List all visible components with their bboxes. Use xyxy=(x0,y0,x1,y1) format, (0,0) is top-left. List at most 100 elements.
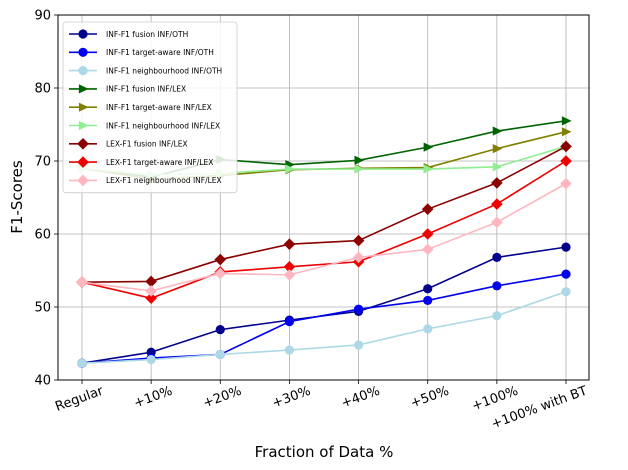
series-2 xyxy=(77,287,571,368)
data-point xyxy=(77,138,89,150)
data-point xyxy=(421,228,434,240)
series-layer xyxy=(76,116,572,368)
legend-label: LEX-F1 target-aware INF/LEX xyxy=(106,158,213,167)
x-tick-label: Regular xyxy=(53,383,106,414)
x-tick-label: +20% xyxy=(201,384,244,412)
legend-entry: LEX-F1 fusion INF/LEX xyxy=(69,138,188,150)
legend-entry: INF-F1 fusion INF/LEX xyxy=(69,84,186,94)
data-point xyxy=(78,29,88,39)
data-point xyxy=(560,155,572,167)
y-tick-label: 50 xyxy=(34,301,51,316)
y-tick-label: 70 xyxy=(34,155,51,170)
series-line xyxy=(81,182,567,292)
legend-entry: INF-F1 neighbourhood INF/LEX xyxy=(69,120,220,131)
plot-frame xyxy=(57,14,590,381)
data-point xyxy=(561,269,571,279)
legend-entry: LEX-F1 target-aware INF/LEX xyxy=(69,156,213,168)
data-point xyxy=(491,216,503,229)
series-6 xyxy=(76,140,572,288)
legend-entry: INF-F1 target-aware INF/LEX xyxy=(69,102,212,112)
data-point xyxy=(423,324,433,334)
series-line xyxy=(81,145,567,283)
data-point xyxy=(78,120,89,131)
data-point xyxy=(352,251,365,264)
x-tick-label: +50% xyxy=(409,384,452,412)
legend-entry: INF-F1 neighbourhood INF/OTH xyxy=(69,66,222,75)
legend-label: INF-F1 target-aware INF/OTH xyxy=(106,48,214,57)
data-point xyxy=(78,66,88,76)
y-axis: 40 50 60 70 80 90 xyxy=(34,9,58,389)
legend-label: LEX-F1 fusion INF/LEX xyxy=(106,140,188,149)
legend-label: INF-F1 neighbourhood INF/OTH xyxy=(106,66,222,75)
data-point xyxy=(145,275,157,288)
data-point xyxy=(561,127,572,137)
y-tick-label: 40 xyxy=(34,374,51,389)
data-point xyxy=(283,238,296,251)
series-line xyxy=(81,273,567,365)
legend-label: INF-F1 neighbourhood INF/LEX xyxy=(106,121,220,130)
series-8 xyxy=(76,177,572,297)
legend-box xyxy=(62,21,238,194)
legend-entry: INF-F1 target-aware INF/OTH xyxy=(69,47,214,57)
data-point xyxy=(77,358,87,368)
y-tick-label: 60 xyxy=(34,228,51,243)
data-point xyxy=(283,261,296,273)
x-tick-label: +40% xyxy=(339,384,382,412)
legend-entry: INF-F1 fusion INF/OTH xyxy=(69,29,188,39)
data-point xyxy=(423,284,433,294)
x-tick-label: +10% xyxy=(132,384,175,412)
legend: INF-F1 fusion INF/OTH INF-F1 target-aware… xyxy=(62,21,238,194)
data-point xyxy=(354,155,365,165)
data-point xyxy=(78,102,89,112)
y-tick-label: 80 xyxy=(34,82,51,97)
data-point xyxy=(423,142,434,152)
data-point xyxy=(561,287,571,297)
y-axis-title: F1-Scores xyxy=(8,160,26,234)
data-point xyxy=(491,177,503,189)
legend-label: LEX-F1 neighbourhood INF/LEX xyxy=(106,176,222,185)
data-point xyxy=(354,164,365,174)
data-point xyxy=(283,269,296,281)
data-point xyxy=(78,47,88,57)
data-point xyxy=(561,116,572,126)
data-point xyxy=(492,162,503,172)
legend-label: INF-F1 fusion INF/OTH xyxy=(106,30,188,39)
y-tick-label: 90 xyxy=(34,9,51,24)
data-point xyxy=(77,174,89,187)
x-tick-label: +30% xyxy=(270,384,313,412)
data-point xyxy=(145,292,157,305)
data-point xyxy=(560,140,572,153)
data-point xyxy=(421,203,434,215)
data-point xyxy=(76,276,88,288)
data-point xyxy=(214,253,227,266)
data-point xyxy=(284,317,295,327)
data-point xyxy=(492,281,502,291)
data-point xyxy=(145,285,157,297)
legend-entry: LEX-F1 neighbourhood INF/LEX xyxy=(69,174,222,187)
data-point xyxy=(78,84,89,94)
data-point xyxy=(353,340,364,350)
legend-label: INF-F1 target-aware INF/LEX xyxy=(106,103,212,112)
data-point xyxy=(492,252,502,262)
data-point xyxy=(215,349,225,360)
data-point xyxy=(561,242,571,252)
data-point xyxy=(214,267,227,280)
data-point xyxy=(146,354,156,365)
data-point xyxy=(492,143,503,154)
data-point xyxy=(421,243,434,256)
data-point xyxy=(423,164,434,174)
series-line xyxy=(81,290,567,365)
data-point xyxy=(492,126,503,136)
x-axis: Regular +10% +20% +30% +40% +50% +100%+100% wi… xyxy=(53,380,589,432)
data-point xyxy=(560,177,572,190)
data-point xyxy=(423,295,433,306)
series-line xyxy=(81,160,567,300)
data-point xyxy=(492,311,502,321)
data-point xyxy=(352,234,365,247)
data-point xyxy=(215,325,225,335)
data-point xyxy=(285,164,296,174)
data-point xyxy=(353,304,364,314)
data-point xyxy=(284,345,295,355)
x-axis-title: Fraction of Data % xyxy=(255,443,394,461)
